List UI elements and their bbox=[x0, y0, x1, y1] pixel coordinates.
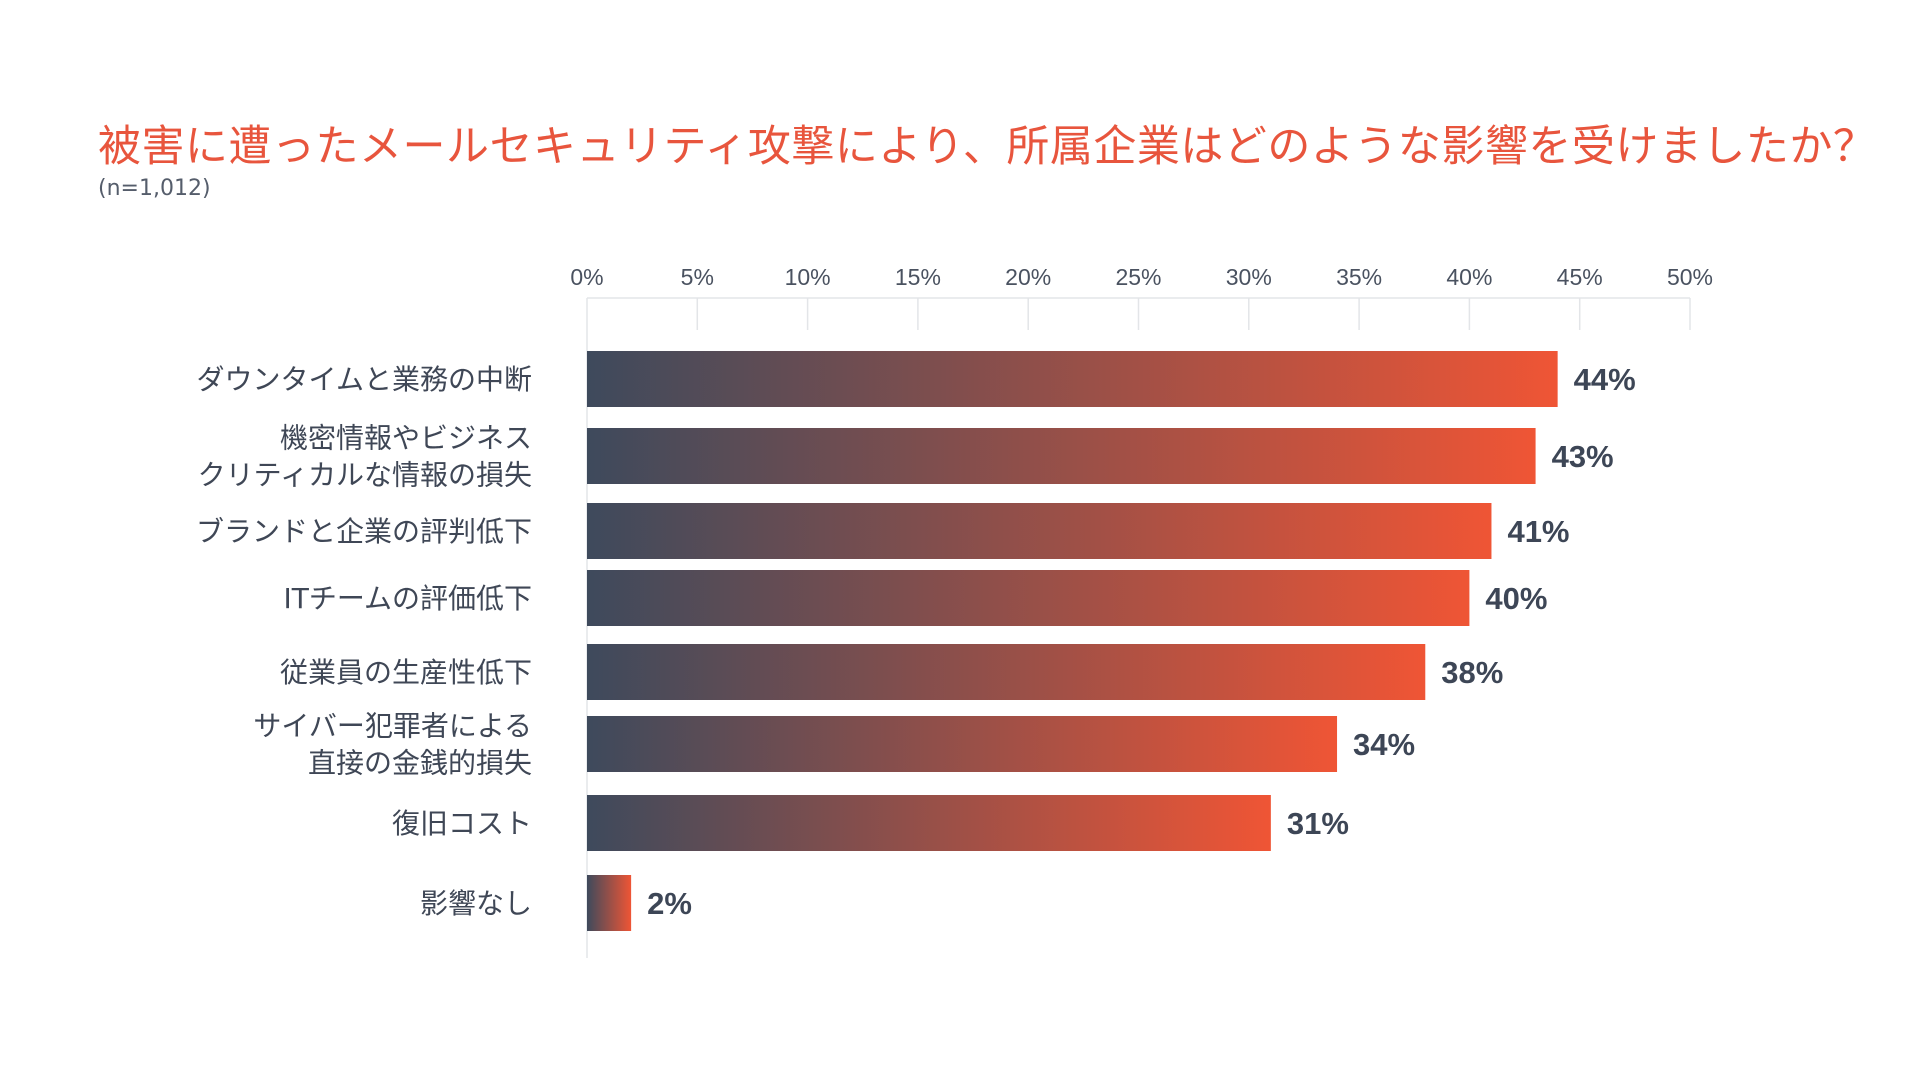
bar bbox=[587, 644, 1426, 700]
x-tick-label: 45% bbox=[1557, 264, 1603, 290]
x-tick-label: 10% bbox=[785, 264, 831, 290]
chart-subtitle: (n=1,012) bbox=[98, 176, 211, 201]
value-label: 31% bbox=[1287, 806, 1349, 841]
category-label: ITチームの評価低下 bbox=[283, 582, 532, 615]
category-label: 機密情報やビジネス bbox=[280, 422, 532, 455]
category-label: ブランドと企業の評判低下 bbox=[196, 515, 532, 548]
x-tick-label: 25% bbox=[1115, 264, 1161, 290]
bar bbox=[587, 570, 1470, 626]
value-labels: 44% 43% 41% 40% 38% 34% 31% 2% bbox=[647, 362, 1636, 921]
value-label: 44% bbox=[1574, 362, 1636, 397]
x-tick-label: 40% bbox=[1446, 264, 1492, 290]
x-tick-label: 50% bbox=[1667, 264, 1713, 290]
bar bbox=[587, 428, 1536, 484]
value-label: 43% bbox=[1552, 439, 1614, 474]
category-label: 従業員の生産性低下 bbox=[280, 656, 532, 689]
value-label: 40% bbox=[1485, 581, 1547, 616]
category-label: 影響なし bbox=[420, 887, 532, 920]
x-tick-label: 15% bbox=[895, 264, 941, 290]
category-label: ダウンタイムと業務の中断 bbox=[197, 363, 532, 396]
category-label: クリティカルな情報の損失 bbox=[198, 459, 532, 492]
bar bbox=[587, 795, 1271, 851]
category-label: サイバー犯罪者による bbox=[253, 710, 532, 743]
category-label: 復旧コスト bbox=[392, 807, 532, 840]
bars bbox=[587, 351, 1558, 931]
gridlines bbox=[586, 297, 1691, 958]
x-tick-label: 35% bbox=[1336, 264, 1382, 290]
value-label: 2% bbox=[647, 886, 692, 921]
bar bbox=[587, 351, 1558, 407]
value-label: 38% bbox=[1441, 655, 1503, 690]
category-label: 直接の金銭的損失 bbox=[308, 747, 532, 780]
x-axis-ticks: 0% 5% 10% 15% 20% 25% 30% 35% 40% 45% 50% bbox=[570, 264, 1713, 290]
x-tick-label: 30% bbox=[1226, 264, 1272, 290]
chart-title: 被害に遭ったメールセキュリティ攻撃により、所属企業はどのような影響を受けましたか… bbox=[98, 122, 1877, 172]
bar bbox=[587, 875, 632, 931]
x-tick-label: 5% bbox=[681, 264, 714, 290]
bar bbox=[587, 503, 1492, 559]
x-tick-label: 20% bbox=[1005, 264, 1051, 290]
x-tick-label: 0% bbox=[570, 264, 603, 290]
value-label: 34% bbox=[1353, 727, 1415, 762]
bar bbox=[587, 716, 1338, 772]
value-label: 41% bbox=[1507, 514, 1569, 549]
category-labels: ダウンタイムと業務の中断機密情報やビジネスクリティカルな情報の損失ブランドと企業… bbox=[196, 363, 532, 920]
